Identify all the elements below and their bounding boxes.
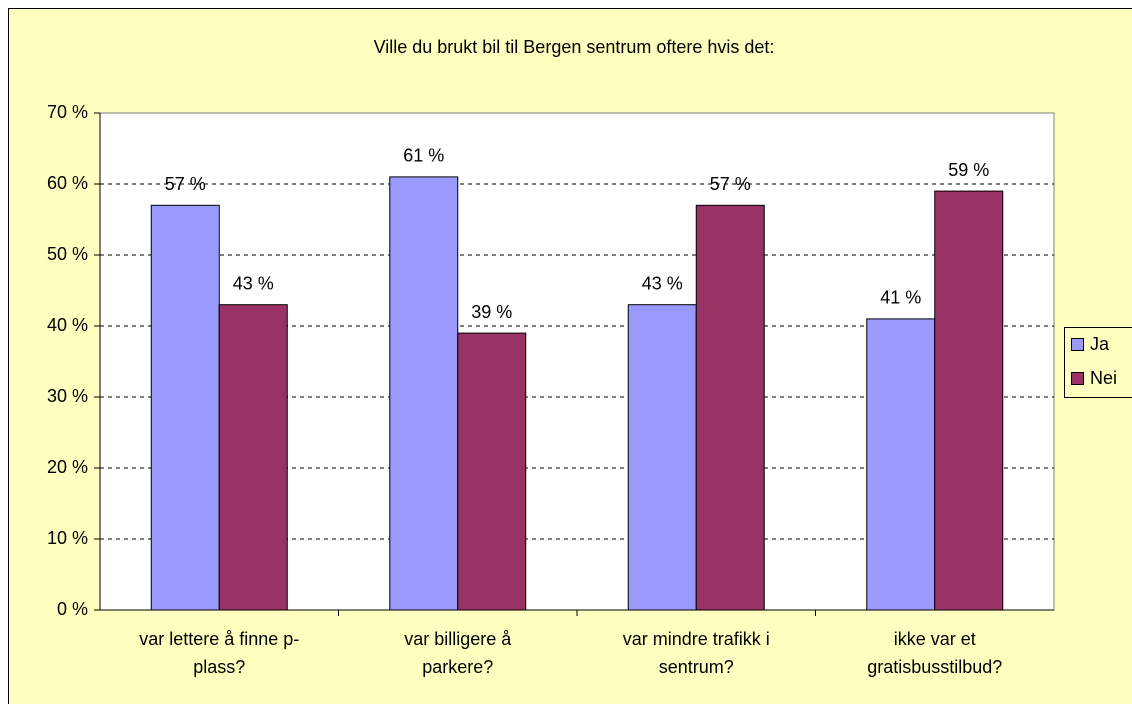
x-tick-line: var lettere å finne p- bbox=[139, 629, 299, 649]
data-label: 41 % bbox=[880, 288, 921, 308]
y-tick-label: 60 % bbox=[47, 173, 88, 193]
bar bbox=[695, 204, 765, 611]
y-tick-label: 30 % bbox=[47, 386, 88, 406]
chart-title: Ville du brukt bil til Bergen sentrum of… bbox=[374, 37, 775, 57]
data-label: 57 % bbox=[165, 174, 206, 194]
legend-label: Ja bbox=[1090, 334, 1110, 354]
y-tick-label: 10 % bbox=[47, 528, 88, 548]
y-tick-label: 70 % bbox=[47, 102, 88, 122]
data-label: 59 % bbox=[948, 160, 989, 180]
y-tick-label: 20 % bbox=[47, 457, 88, 477]
bar bbox=[218, 304, 288, 611]
x-tick-line: parkere? bbox=[422, 657, 493, 677]
bar bbox=[934, 190, 1004, 611]
legend-swatch bbox=[1071, 338, 1084, 351]
y-tick-label: 50 % bbox=[47, 244, 88, 264]
bar bbox=[866, 318, 936, 611]
data-label: 43 % bbox=[642, 273, 683, 293]
data-label: 39 % bbox=[471, 302, 512, 322]
x-tick-line: var billigere å bbox=[404, 629, 512, 649]
x-tick-label: var mindre trafikk i sentrum? bbox=[623, 629, 770, 677]
bar bbox=[457, 332, 527, 611]
x-tick-label: var lettere å finne p-plass? bbox=[139, 629, 299, 677]
data-label: 61 % bbox=[403, 146, 444, 166]
x-tick-line: ikke var et bbox=[894, 629, 976, 649]
data-label: 57 % bbox=[710, 174, 751, 194]
y-tick-label: 0 % bbox=[57, 599, 88, 619]
bar bbox=[150, 204, 220, 611]
legend-swatch bbox=[1071, 372, 1084, 385]
data-label: 43 % bbox=[233, 273, 274, 293]
x-tick-line: sentrum? bbox=[659, 657, 734, 677]
x-tick-line: var mindre trafikk i bbox=[623, 629, 770, 649]
bar bbox=[389, 176, 459, 611]
x-tick-line: plass? bbox=[193, 657, 245, 677]
legend-label: Nei bbox=[1090, 368, 1117, 388]
x-tick-label: ikke var et gratisbusstilbud? bbox=[867, 629, 1002, 677]
y-tick-label: 40 % bbox=[47, 315, 88, 335]
bar bbox=[627, 304, 697, 611]
x-tick-label: var billigere å parkere? bbox=[404, 629, 512, 677]
x-tick-line: gratisbusstilbud? bbox=[867, 657, 1002, 677]
